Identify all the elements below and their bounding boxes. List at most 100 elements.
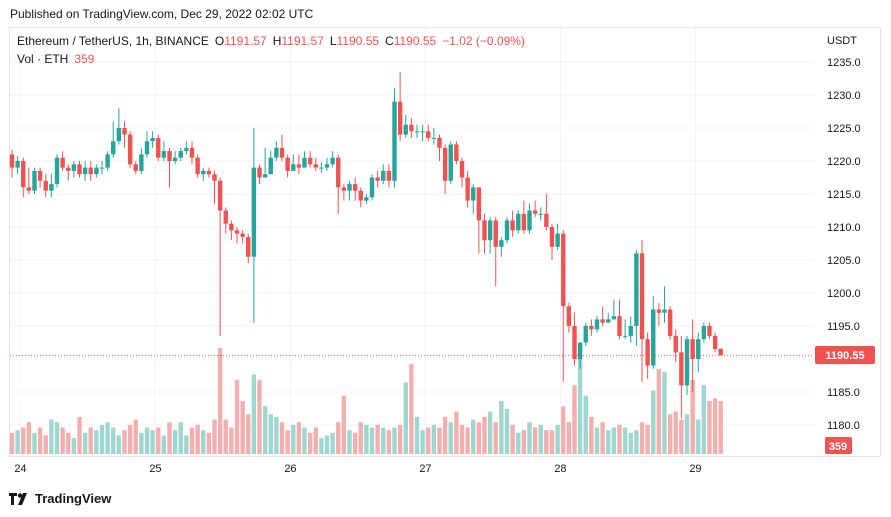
candle-body bbox=[341, 187, 347, 191]
high-label: H bbox=[272, 34, 282, 48]
tradingview-logo-icon bbox=[9, 492, 27, 505]
volume-bar bbox=[234, 379, 240, 454]
y-tick-label: 1200.0 bbox=[827, 288, 861, 300]
volume-bar bbox=[442, 416, 448, 454]
candle-body bbox=[696, 339, 701, 359]
volume-bar bbox=[66, 432, 71, 454]
volume-bar bbox=[122, 430, 127, 454]
candle-body bbox=[561, 233, 566, 307]
y-tick-label: 1235.0 bbox=[827, 57, 861, 69]
symbol-label: Ethereum / TetherUS, 1h, BINANCE bbox=[17, 34, 209, 48]
volume-bar bbox=[504, 408, 510, 454]
candle-body bbox=[77, 164, 82, 175]
candle-body bbox=[156, 137, 161, 158]
volume-bar bbox=[324, 435, 330, 454]
candle-body bbox=[712, 335, 718, 350]
volume-bar bbox=[133, 419, 138, 454]
volume-bar bbox=[369, 427, 375, 454]
candle-body bbox=[150, 137, 155, 142]
volume-bar bbox=[701, 385, 707, 454]
volume-legend: Vol · ETH 359 bbox=[17, 52, 94, 66]
low-label: L bbox=[329, 34, 337, 48]
candle-body bbox=[594, 319, 600, 330]
candle-body bbox=[251, 167, 257, 257]
volume-bar bbox=[532, 427, 538, 454]
volume-bar bbox=[561, 406, 566, 454]
volume-bar bbox=[611, 427, 617, 454]
candle-body bbox=[291, 164, 296, 171]
volume-bars bbox=[9, 348, 723, 454]
volume-bar bbox=[352, 432, 358, 454]
candle-body bbox=[178, 151, 183, 158]
candle-body bbox=[577, 342, 583, 359]
volume-bar bbox=[679, 419, 684, 454]
candle-body bbox=[105, 154, 110, 168]
candle-body bbox=[459, 161, 465, 178]
volume-bar bbox=[341, 395, 347, 454]
candle-body bbox=[667, 309, 673, 336]
volume-bar bbox=[223, 419, 228, 454]
candle-body bbox=[257, 167, 262, 178]
volume-bar bbox=[161, 435, 167, 454]
volume-bar bbox=[144, 427, 150, 454]
candle-body bbox=[189, 147, 195, 158]
volume-bar bbox=[690, 379, 695, 454]
candle-body bbox=[431, 137, 437, 139]
x-tick-label: 25 bbox=[149, 463, 161, 475]
last-volume-text: 359 bbox=[829, 441, 847, 453]
y-tick-label: 1210.0 bbox=[827, 222, 861, 234]
candle-body bbox=[420, 131, 425, 133]
candle-body bbox=[403, 124, 408, 135]
volume-bar bbox=[105, 422, 110, 454]
candle-body bbox=[414, 131, 420, 133]
y-tick-label: 1195.0 bbox=[827, 321, 860, 333]
volume-bar bbox=[639, 422, 645, 454]
currency-label: USDT bbox=[827, 35, 857, 47]
candle-body bbox=[521, 213, 527, 231]
candle-body bbox=[223, 210, 228, 224]
volume-bar bbox=[645, 424, 650, 454]
open-value: 1191.57 bbox=[224, 34, 267, 48]
volume-bar bbox=[257, 379, 262, 454]
candle-body bbox=[37, 170, 43, 181]
candle-body bbox=[544, 213, 549, 227]
candle-body bbox=[336, 157, 341, 188]
volume-bar bbox=[577, 358, 583, 454]
open-label: O bbox=[214, 34, 225, 48]
volume-bar bbox=[375, 424, 380, 454]
candle-body bbox=[701, 326, 707, 340]
volume-bar bbox=[212, 419, 217, 454]
candle-body bbox=[71, 164, 77, 171]
candle-body bbox=[94, 167, 99, 175]
volume-bar bbox=[386, 430, 392, 454]
volume-bar bbox=[77, 416, 82, 454]
volume-bar bbox=[167, 422, 172, 454]
candle-body bbox=[88, 167, 93, 175]
y-tick-label: 1215.0 bbox=[827, 189, 861, 201]
volume-bar bbox=[696, 419, 701, 454]
volume-bar bbox=[420, 430, 425, 454]
candle-body bbox=[617, 316, 622, 336]
candle-body bbox=[684, 339, 690, 386]
candle-body bbox=[606, 319, 611, 323]
volume-bar bbox=[622, 427, 628, 454]
candle-body bbox=[566, 306, 572, 326]
candle-body bbox=[122, 128, 127, 135]
tradingview-logo[interactable]: TradingView bbox=[9, 491, 111, 506]
candle-body bbox=[409, 124, 414, 132]
candle-body bbox=[139, 154, 144, 171]
candle-body bbox=[583, 326, 588, 343]
candle-body bbox=[476, 187, 482, 221]
volume-bar bbox=[32, 432, 37, 454]
volume-bar bbox=[178, 422, 183, 454]
candle-body bbox=[285, 157, 290, 171]
candle-body bbox=[167, 151, 172, 161]
candle-body bbox=[195, 157, 200, 175]
volume-bar bbox=[656, 369, 662, 454]
candle-body bbox=[397, 101, 403, 135]
volume-bar bbox=[246, 414, 251, 454]
volume-bar bbox=[296, 422, 302, 454]
candle-body bbox=[487, 220, 493, 241]
candle-body bbox=[82, 167, 88, 175]
